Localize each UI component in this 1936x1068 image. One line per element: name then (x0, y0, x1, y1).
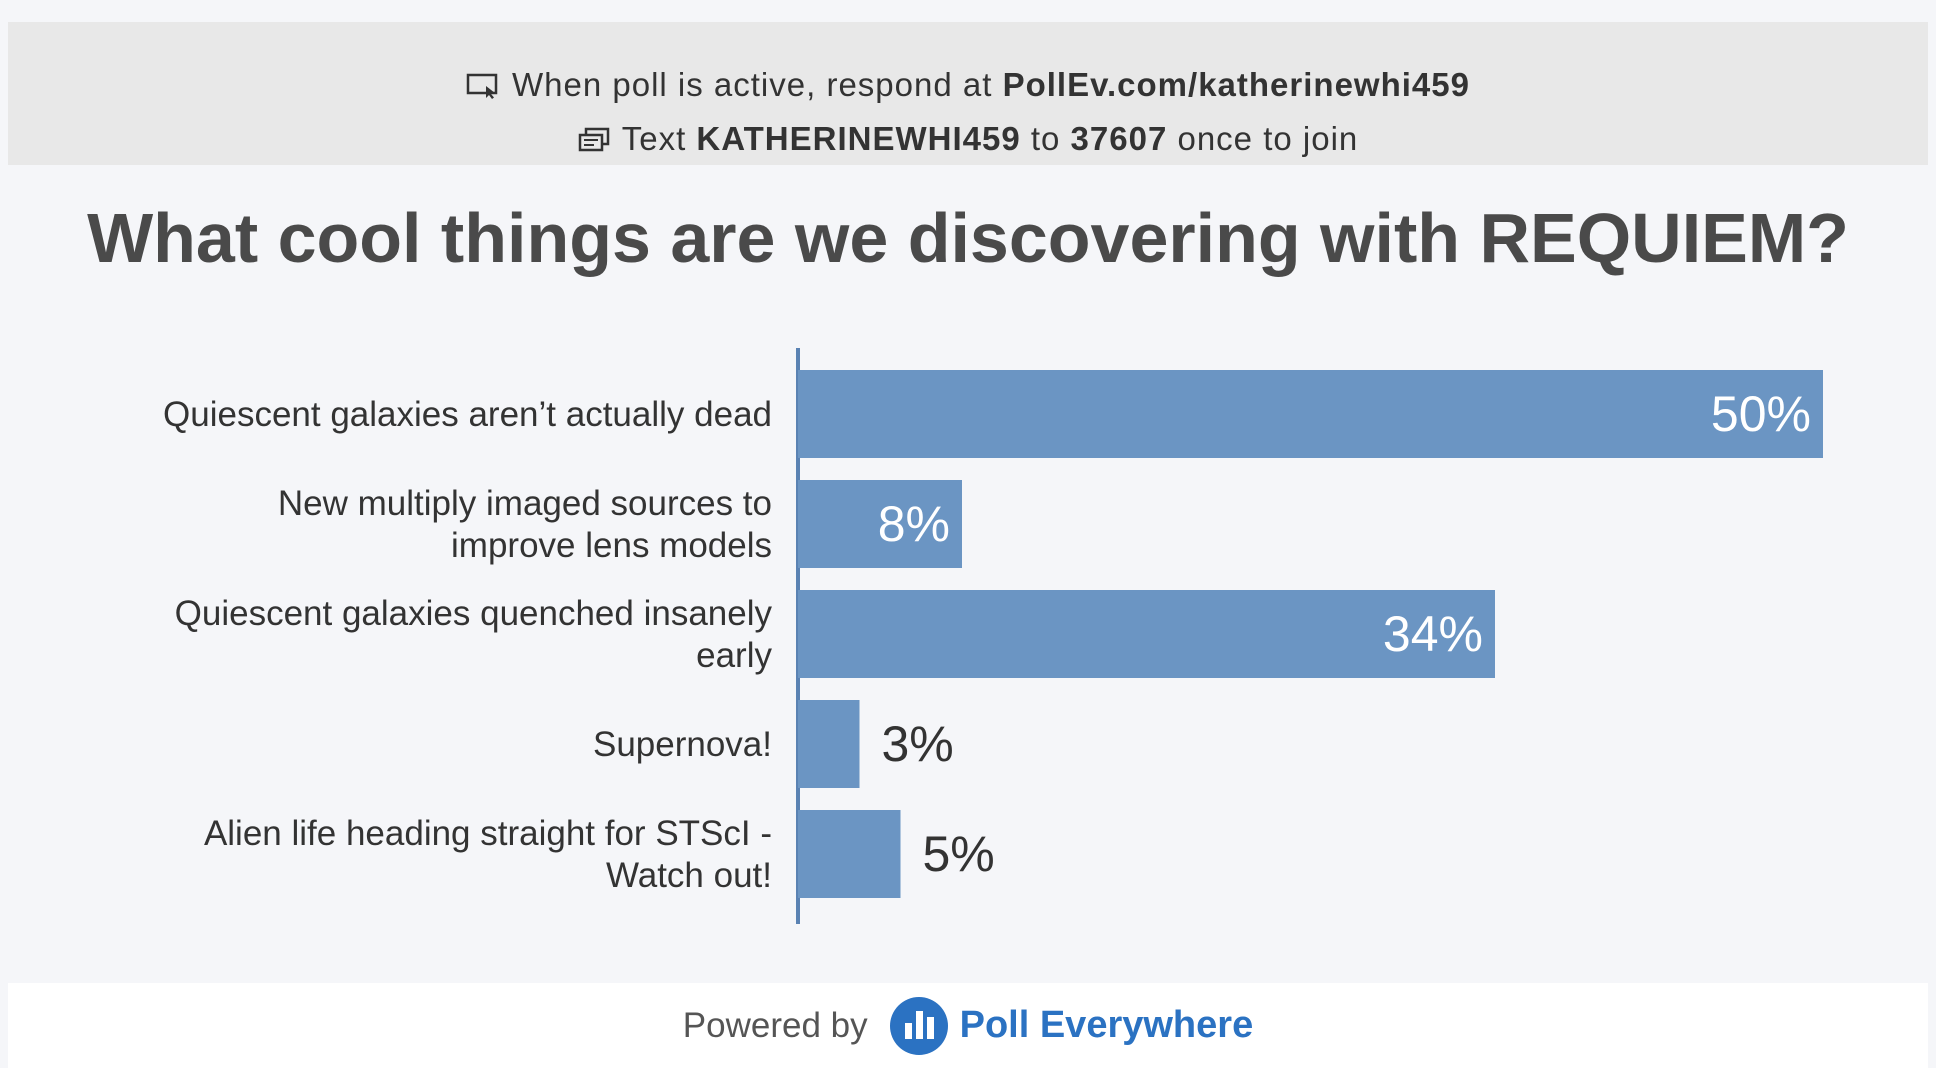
screen-cursor-icon (466, 69, 500, 107)
text-suffix: once to join (1167, 120, 1359, 157)
bar-value-label-1: 50% (1711, 386, 1811, 442)
poll-everywhere-brand[interactable]: Poll Everywhere (959, 1004, 1254, 1046)
text-code: KATHERINEWHI459 (696, 120, 1021, 157)
category-label-line: Supernova! (593, 725, 772, 764)
respond-prefix: When poll is active, respond at (512, 66, 1003, 103)
text-number: 37607 (1070, 120, 1168, 157)
category-label-line: Quiescent galaxies quenched insanely (175, 594, 773, 633)
bar-value-label-5: 5% (923, 826, 995, 882)
footer: Powered by Poll Everywhere (8, 983, 1928, 1068)
text-mid: to (1020, 120, 1071, 157)
join-instructions-banner: When poll is active, respond at PollEv.c… (8, 22, 1928, 165)
bar-3 (798, 590, 1495, 678)
poll-everywhere-logo-icon (889, 996, 948, 1055)
bar-1 (798, 370, 1823, 458)
text-code-line: Text KATHERINEWHI459 to 37607 once to jo… (8, 120, 1928, 161)
category-label-2: New multiply imaged sources to improve le… (278, 484, 772, 565)
bar-value-label-4: 3% (882, 716, 954, 772)
poll-question-title: What cool things are we discovering with… (87, 199, 1849, 277)
category-label-5: Alien life heading straight for STScI -W… (204, 814, 772, 895)
poll-results-chart: 50% Quiescent galaxies aren’t actually de… (163, 348, 1823, 924)
category-label-line: New multiply imaged sources to (278, 484, 772, 523)
category-label-line: early (696, 636, 772, 675)
text-message-icon (578, 123, 610, 161)
bar-2 (798, 480, 962, 568)
respond-url-line: When poll is active, respond at PollEv.c… (8, 66, 1928, 107)
category-label-4: Supernova! (593, 725, 772, 764)
bar-4 (798, 700, 860, 788)
category-label-line: Watch out! (606, 856, 772, 895)
category-label-3: Quiescent galaxies quenched insanely earl… (175, 594, 773, 675)
bar-value-label-2: 8% (878, 496, 950, 552)
bar-value-label-3: 34% (1383, 606, 1483, 662)
poll-url[interactable]: PollEv.com/katherinewhi459 (1002, 66, 1470, 103)
category-label-line: improve lens models (451, 526, 772, 565)
powered-by-label: Powered by (682, 1005, 868, 1045)
text-prefix: Text (621, 120, 697, 157)
category-label-line: Alien life heading straight for STScI - (204, 814, 772, 853)
category-label-line: Quiescent galaxies aren’t actually dead (163, 395, 772, 434)
bar-5 (798, 810, 901, 898)
category-label-1: Quiescent galaxies aren’t actually dead (163, 395, 772, 434)
